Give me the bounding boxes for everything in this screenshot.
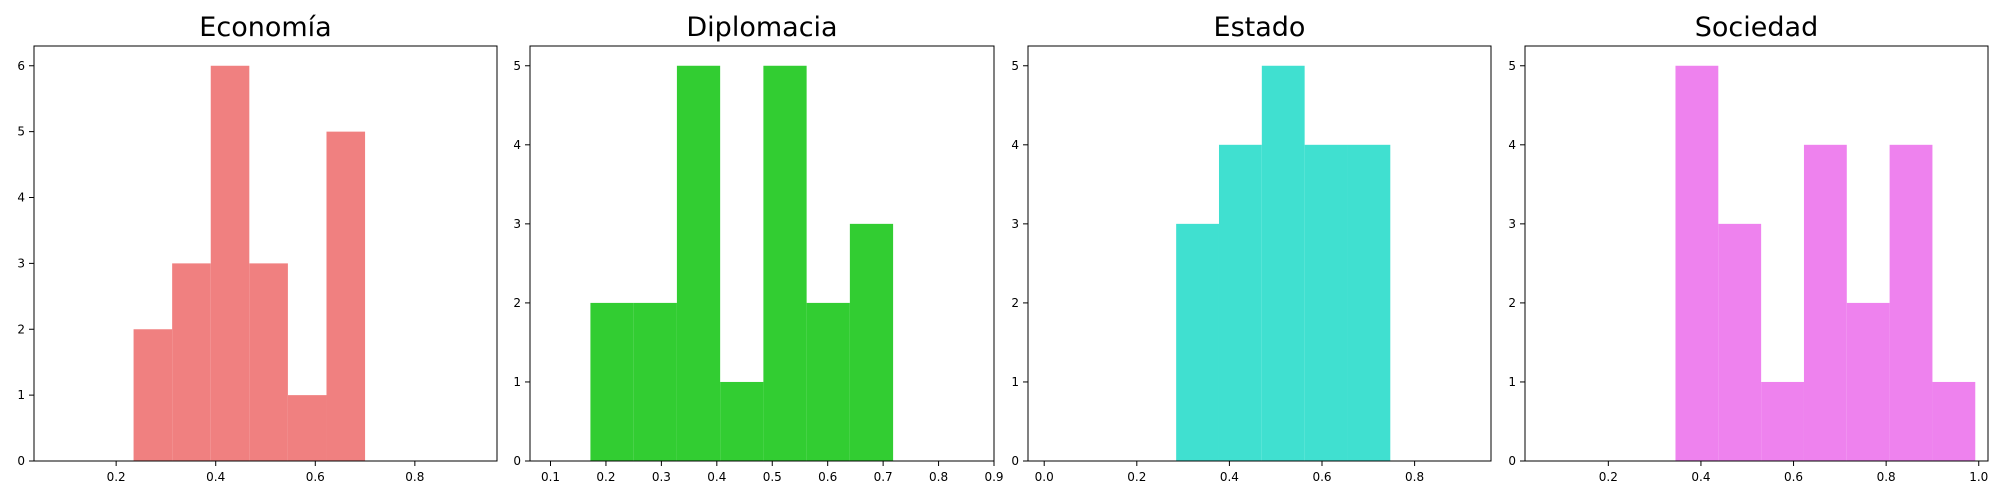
histogram-bar — [172, 263, 211, 461]
panel-title: Economía — [199, 12, 331, 43]
y-tick-label: 4 — [513, 138, 521, 152]
y-tick-label: 0 — [1508, 454, 1516, 468]
histogram-bar — [133, 329, 173, 461]
y-tick-label: 3 — [1011, 217, 1019, 231]
panel-0: 0.2 0.4 0.6 0.8 0 1 2 3 4 5 6 Economía — [17, 12, 498, 484]
y-tick-label: 5 — [17, 125, 25, 139]
x-tick-label: 0.6 — [818, 470, 837, 484]
histogram-bar — [1304, 144, 1348, 462]
axes-frame — [1027, 45, 1492, 462]
histogram-bar — [1261, 65, 1305, 461]
y-tick-label: 5 — [1508, 59, 1516, 73]
panel-1: 0.1 0.2 0.3 0.4 0.5 0.6 0.7 0.8 0.9 0 1 2 3 4 5 Diploma… — [513, 12, 1003, 484]
x-tick-label: 0.0 — [1035, 470, 1054, 484]
histogram-bar — [720, 381, 764, 461]
histogram-bar — [806, 302, 850, 461]
x-tick-label: 0.2 — [1599, 470, 1618, 484]
histogram-bar — [249, 263, 288, 461]
x-tick-label: 0.8 — [929, 470, 948, 484]
histogram-bar — [1675, 65, 1719, 461]
x-tick-label: 0.6 — [306, 470, 325, 484]
histogram-bar — [1347, 144, 1391, 462]
y-tick-label: 5 — [513, 59, 521, 73]
x-tick-label: 0.6 — [1312, 470, 1331, 484]
x-tick-label: 0.5 — [763, 470, 782, 484]
x-tick-label: 0.8 — [1405, 470, 1424, 484]
histogram-bar — [1761, 381, 1804, 461]
y-tick-label: 1 — [1508, 375, 1516, 389]
panel-3: 0.2 0.4 0.6 0.8 1.0 0 1 2 3 4 5 Sociedad — [1508, 12, 1989, 484]
histogram-bar — [1803, 144, 1847, 462]
y-tick-label: 2 — [513, 296, 521, 310]
x-tick-label: 0.4 — [206, 470, 225, 484]
x-tick-label: 0.4 — [1691, 470, 1710, 484]
panel-title: Sociedad — [1695, 12, 1818, 43]
y-tick-label: 6 — [17, 59, 25, 73]
x-tick-label: 1.0 — [1969, 470, 1988, 484]
histogram-bar — [1176, 223, 1219, 461]
y-tick-label: 3 — [513, 217, 521, 231]
panel-title: Estado — [1214, 12, 1306, 43]
axes-frame — [1524, 45, 1989, 462]
y-tick-label: 2 — [1011, 296, 1019, 310]
x-tick-label: 0.4 — [707, 470, 726, 484]
y-tick-label: 2 — [17, 322, 25, 336]
x-tick-label: 0.4 — [1220, 470, 1239, 484]
y-tick-label: 5 — [1011, 59, 1019, 73]
histogram-bar — [210, 65, 250, 461]
x-tick-label: 0.3 — [652, 470, 671, 484]
y-tick-label: 0 — [17, 454, 25, 468]
histogram-bar — [1889, 144, 1933, 462]
y-tick-label: 4 — [1011, 138, 1019, 152]
histogram-bar — [676, 65, 721, 461]
y-tick-label: 4 — [17, 191, 25, 205]
y-tick-label: 2 — [1508, 296, 1516, 310]
y-tick-label: 1 — [17, 388, 25, 402]
histogram-bar — [326, 131, 366, 461]
y-tick-label: 1 — [1011, 375, 1019, 389]
panel-2: 0.0 0.2 0.4 0.6 0.8 0 1 2 3 4 5 Estado — [1011, 12, 1492, 484]
x-tick-label: 0.2 — [596, 470, 615, 484]
histogram-bar — [1932, 381, 1976, 461]
histogram-bar — [1718, 223, 1762, 461]
y-tick-label: 3 — [1508, 217, 1516, 231]
y-tick-label: 4 — [1508, 138, 1516, 152]
histogram-bar — [763, 65, 807, 461]
histogram-bar — [590, 302, 634, 461]
x-tick-label: 0.6 — [1784, 470, 1803, 484]
x-tick-label: 0.7 — [874, 470, 893, 484]
histogram-bar — [1218, 144, 1262, 462]
y-tick-label: 0 — [1011, 454, 1019, 468]
x-tick-label: 0.9 — [984, 470, 1003, 484]
y-tick-label: 0 — [513, 454, 521, 468]
histogram-bar — [633, 302, 677, 461]
x-tick-label: 0.8 — [1877, 470, 1896, 484]
x-tick-label: 0.2 — [1127, 470, 1146, 484]
panel-title: Diplomacia — [686, 12, 837, 43]
axes-frame — [33, 45, 498, 462]
x-tick-label: 0.1 — [541, 470, 560, 484]
y-tick-label: 3 — [17, 256, 25, 270]
histogram-bar — [287, 395, 327, 461]
histogram-bar — [849, 223, 894, 461]
y-tick-label: 1 — [513, 375, 521, 389]
x-tick-label: 0.8 — [405, 470, 424, 484]
x-tick-label: 0.2 — [107, 470, 126, 484]
axes-frame — [529, 45, 995, 462]
histogram-bar — [1846, 302, 1890, 461]
